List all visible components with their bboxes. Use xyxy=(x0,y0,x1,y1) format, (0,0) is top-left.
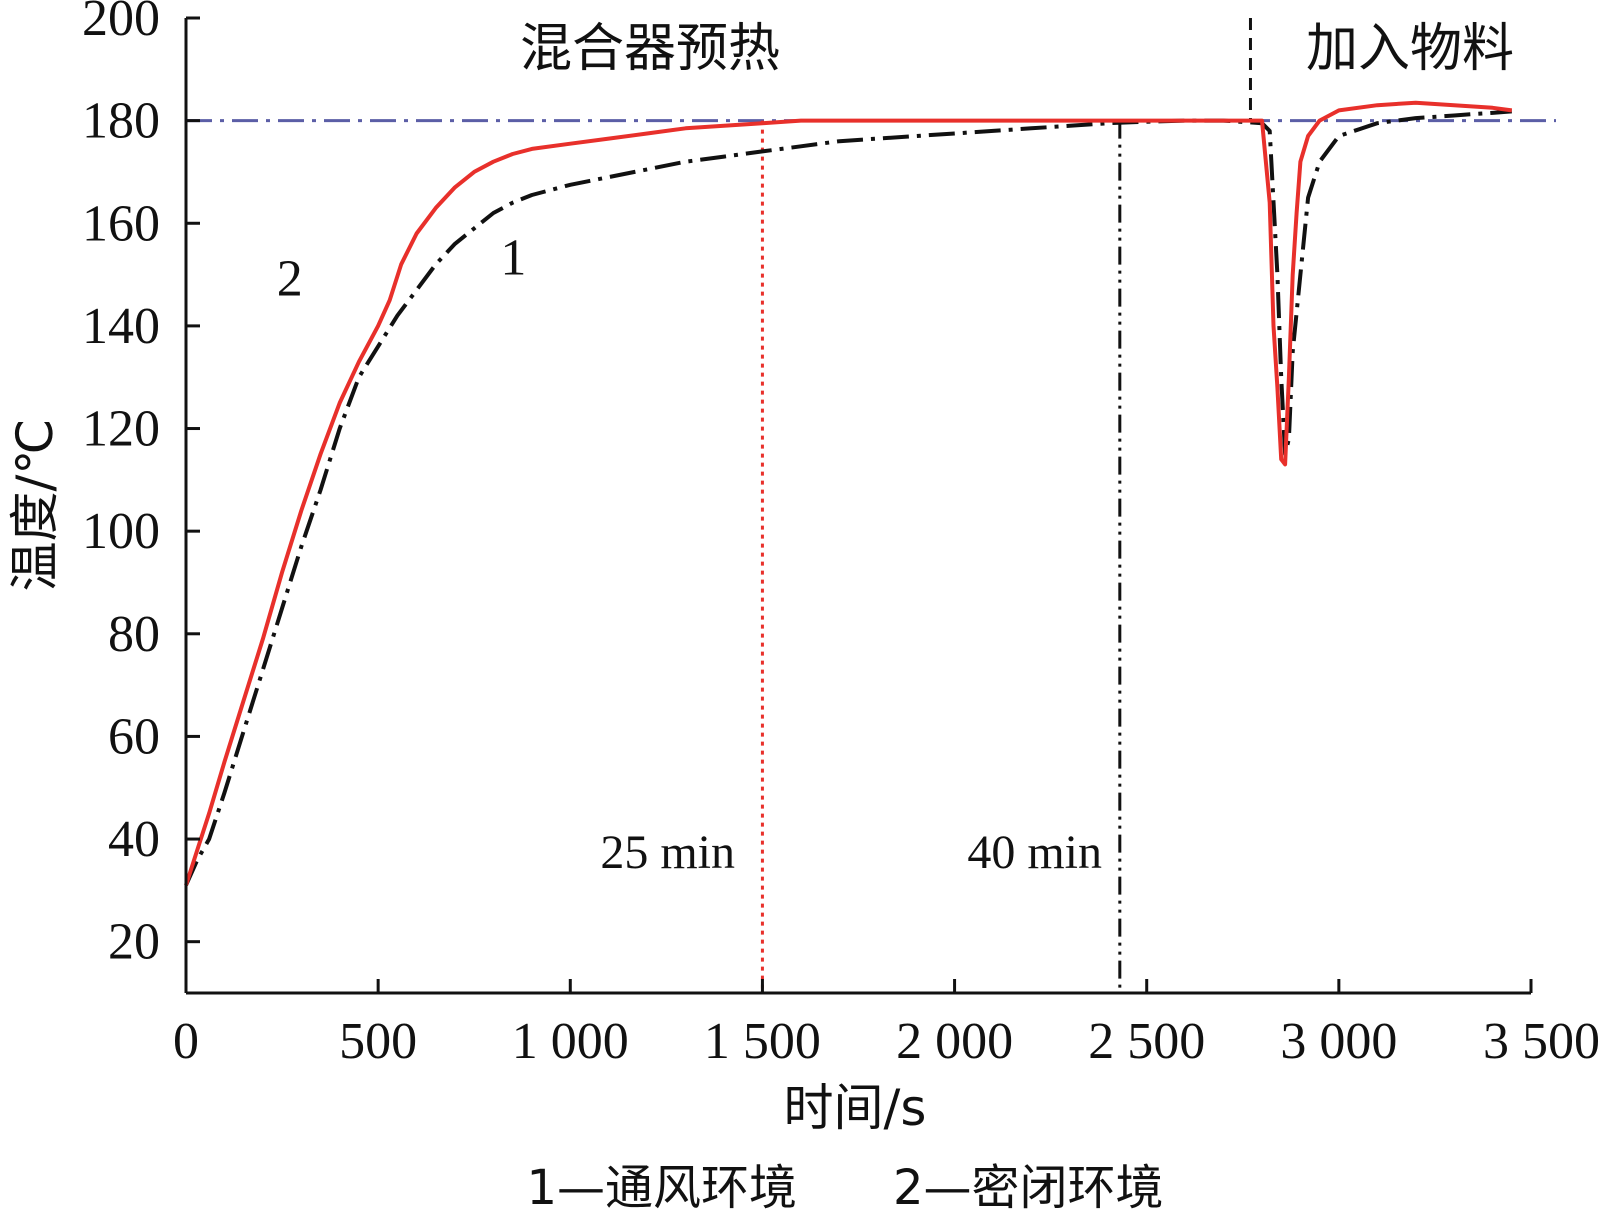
annotation-40-min: 40 min xyxy=(967,826,1102,879)
curve-label-1: 1 xyxy=(500,230,526,287)
x-tick-label: 3 500 xyxy=(1483,1013,1600,1070)
x-axis-title: 时间/s xyxy=(784,1079,927,1137)
series-line-1 xyxy=(184,109,1512,887)
y-tick-label: 200 xyxy=(82,0,160,47)
y-tick-label: 160 xyxy=(82,195,160,252)
annotation-25-min: 25 min xyxy=(600,826,735,879)
ticks: 20 40 60 80 100 120 140 160 180 200 0 500 1 000 1 500… xyxy=(82,0,1600,1070)
y-tick-label: 80 xyxy=(108,606,160,663)
y-tick-label: 120 xyxy=(82,401,160,458)
curve-label-2: 2 xyxy=(277,250,303,307)
labels: 时间/s 温度/℃ 混合器预热 加入物料 25 min 40 min 1—通风环… xyxy=(6,19,1514,1216)
axes xyxy=(184,18,1531,995)
y-tick-label: 40 xyxy=(108,811,160,868)
y-axis-title: 温度/℃ xyxy=(6,419,64,592)
y-tick-label: 20 xyxy=(108,914,160,971)
phase-label-preheat: 混合器预热 xyxy=(520,19,780,79)
x-tick-label: 1 000 xyxy=(512,1013,629,1070)
x-tick-label: 500 xyxy=(339,1013,417,1070)
x-tick-label: 1 500 xyxy=(704,1013,821,1070)
y-tick-label: 60 xyxy=(108,708,160,765)
series-layer xyxy=(184,100,1513,887)
phase-label-add-material: 加入物料 xyxy=(1306,19,1514,79)
x-tick-label: 2 000 xyxy=(896,1013,1013,1070)
x-tick-label: 0 xyxy=(173,1013,199,1070)
y-tick-label: 140 xyxy=(82,298,160,355)
y-tick-label: 180 xyxy=(82,93,160,150)
series-line-2 xyxy=(184,100,1513,886)
x-tick-label: 2 500 xyxy=(1088,1013,1205,1070)
x-tick-label: 3 000 xyxy=(1280,1013,1397,1070)
y-tick-label: 100 xyxy=(82,503,160,560)
reference-lines xyxy=(186,18,1556,993)
legend-caption: 1—通风环境 2—密闭环境 xyxy=(526,1160,1163,1216)
